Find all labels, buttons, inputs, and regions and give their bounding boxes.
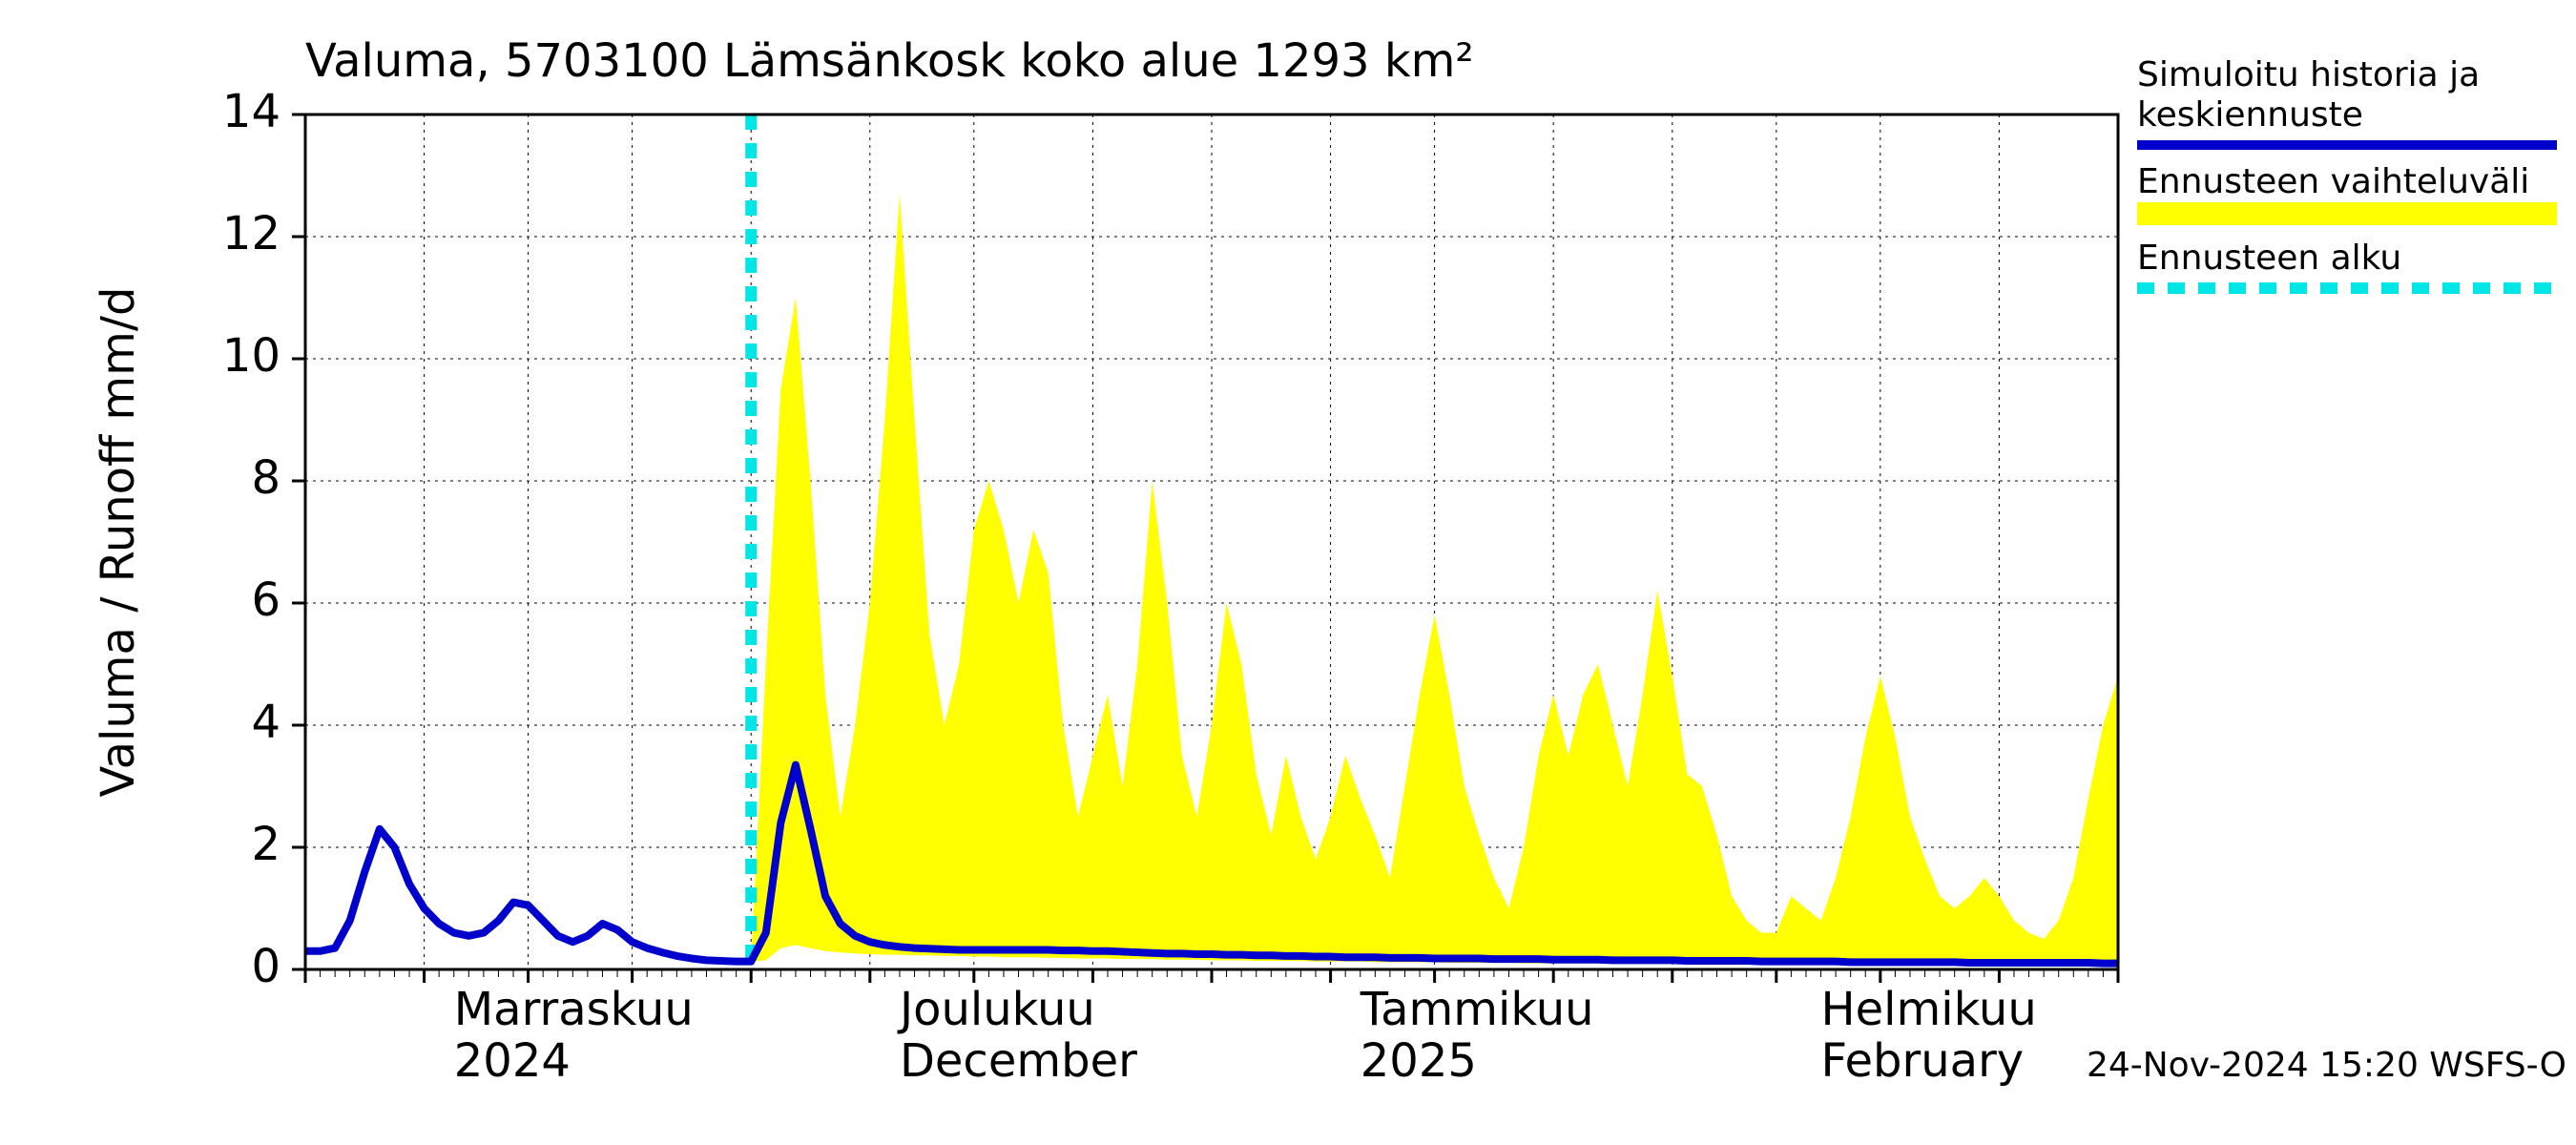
x-month-label: Joulukuu [897,983,1095,1036]
y-tick-label: 2 [251,818,280,871]
y-tick-label: 12 [222,207,280,260]
forecast-band [751,194,2118,966]
y-tick-label: 6 [251,573,280,627]
legend-label: Simuloitu historia ja [2137,55,2480,94]
x-month-sublabel: February [1821,1034,2025,1088]
x-month-sublabel: December [900,1034,1137,1088]
chart-footer: 24-Nov-2024 15:20 WSFS-O [2087,1046,2566,1085]
chart-title: Valuma, 5703100 Lämsänkosk koko alue 129… [305,34,1474,88]
legend-label: Ennusteen vaihteluväli [2137,162,2529,201]
x-month-label: Marraskuu [454,983,694,1036]
x-month-sublabel: 2025 [1361,1034,1477,1088]
chart-container: 0 2 4 6 8 10 12 14 Marraskuu2024 JoulukuuDecember… [0,0,2576,1145]
y-axis-label: Valuma / Runoff mm/d [92,286,145,797]
y-tick-label: 0 [251,940,280,993]
y-tick-label: 10 [222,329,280,383]
legend-label: Ennusteen alku [2137,239,2401,278]
x-month-label: Tammikuu [1360,983,1594,1036]
y-tick-label: 8 [251,451,280,505]
y-tick-label: 14 [222,85,280,138]
legend-swatch-band [2137,202,2557,225]
runoff-chart: 0 2 4 6 8 10 12 14 Marraskuu2024 JoulukuuDecember… [0,0,2576,1145]
x-month-label: Helmikuu [1821,983,2037,1036]
x-month-sublabel: 2024 [454,1034,571,1088]
y-tick-label: 4 [251,696,280,749]
legend-label: keskiennuste [2137,95,2363,135]
